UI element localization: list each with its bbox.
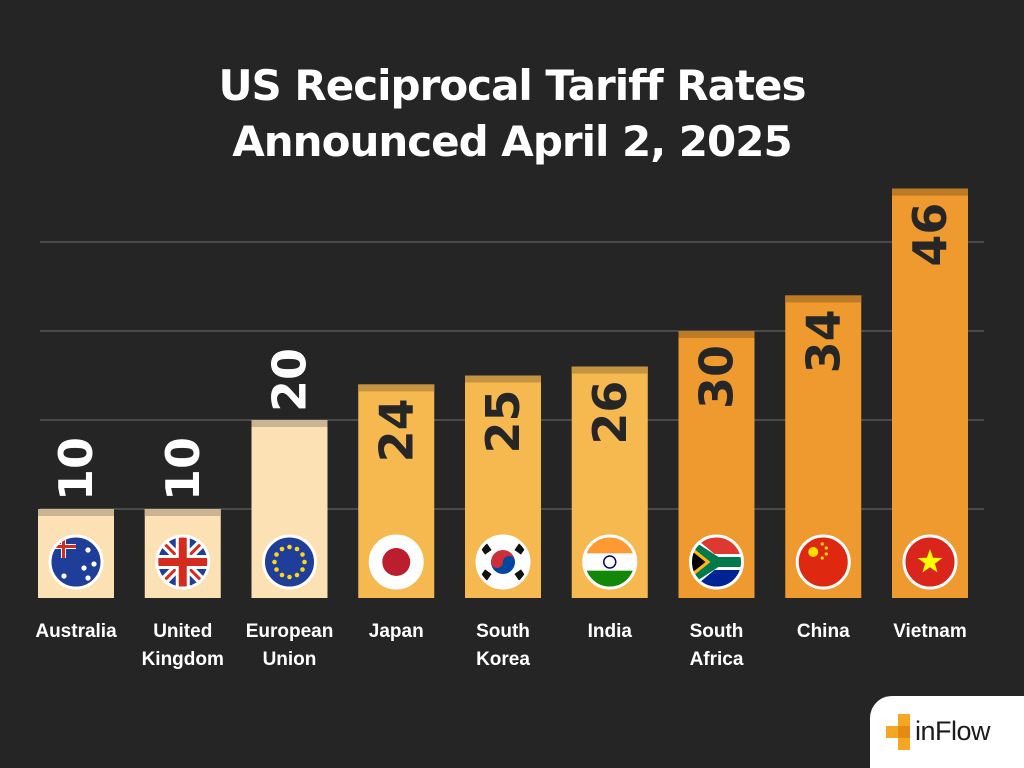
- category-label-line: Vietnam: [893, 621, 967, 642]
- category-label: United Kingdom: [128, 618, 238, 674]
- category-label-line: European: [245, 621, 334, 642]
- bar-value-label: 26: [583, 381, 637, 445]
- bar-value-label: 24: [369, 398, 423, 462]
- bar-group: 24: [358, 384, 435, 598]
- category-label-line: Australia: [35, 621, 117, 642]
- category-label-line: United: [153, 621, 213, 642]
- india-flag: [582, 534, 638, 590]
- category-label-line: South: [476, 621, 530, 642]
- inflow-logo-icon: [886, 714, 910, 750]
- category-label-line: Union: [262, 649, 317, 670]
- uk-flag: [155, 534, 211, 590]
- category-label-line: Korea: [476, 649, 530, 670]
- bar-cap: [144, 509, 221, 516]
- bar-cap: [251, 420, 328, 427]
- bar-value-label: 20: [263, 348, 317, 412]
- south-africa-flag: [689, 534, 744, 590]
- bar-value-label: 10: [156, 437, 210, 501]
- inflow-logo: inFlow: [870, 696, 1024, 768]
- bar: [892, 188, 968, 598]
- bar-value-label: 46: [903, 203, 957, 267]
- category-label-line: Japan: [368, 621, 424, 642]
- south-korea-flag: [475, 534, 531, 590]
- bar-cap: [892, 188, 968, 196]
- inflow-logo-text: inFlow: [915, 716, 991, 746]
- category-label: European Union: [235, 618, 345, 674]
- category-label-line: Africa: [689, 649, 744, 670]
- vietnam-flag: [902, 534, 958, 590]
- category-label-line: Kingdom: [141, 649, 224, 670]
- bar-group: 25: [465, 375, 541, 598]
- bar-value-label: 10: [49, 437, 103, 501]
- category-label: Vietnam: [875, 618, 985, 646]
- bar-group: 20: [251, 348, 328, 598]
- bar-group: 10: [38, 437, 114, 598]
- category-label: Japan: [341, 618, 451, 646]
- bar-group: 34: [785, 295, 862, 598]
- chart-title-line-1: US Reciprocal Tariff Rates: [218, 61, 806, 110]
- bar-cap: [785, 295, 862, 303]
- bar-value-label: 34: [796, 309, 850, 373]
- chart-title: US Reciprocal Tariff Rates Announced Apr…: [0, 58, 1024, 170]
- chart-title-line-2: Announced April 2, 2025: [232, 117, 792, 166]
- bar-group: 30: [678, 331, 755, 598]
- bar-cap: [571, 366, 648, 374]
- category-label: Australia: [21, 618, 131, 646]
- china-flag: [795, 534, 851, 590]
- bar-cap: [358, 384, 435, 392]
- category-label: South Africa: [662, 618, 772, 674]
- category-label: India: [555, 618, 665, 646]
- category-label-line: China: [796, 621, 850, 642]
- category-label-line: India: [587, 621, 632, 642]
- bar-cap: [678, 331, 755, 338]
- bar-group: 26: [571, 366, 648, 598]
- bar-value-label: 30: [690, 345, 744, 409]
- category-label: China: [768, 618, 878, 646]
- japan-flag: [368, 534, 424, 590]
- bar-value-label: 25: [476, 390, 530, 454]
- category-label-line: South: [689, 621, 744, 642]
- bar-cap: [465, 375, 541, 383]
- category-label: South Korea: [448, 618, 558, 674]
- bar-group: 10: [144, 437, 221, 598]
- bar-group: 46: [892, 188, 968, 598]
- australia-flag: [48, 534, 104, 590]
- eu-flag: [262, 534, 317, 590]
- bar-cap: [38, 509, 114, 516]
